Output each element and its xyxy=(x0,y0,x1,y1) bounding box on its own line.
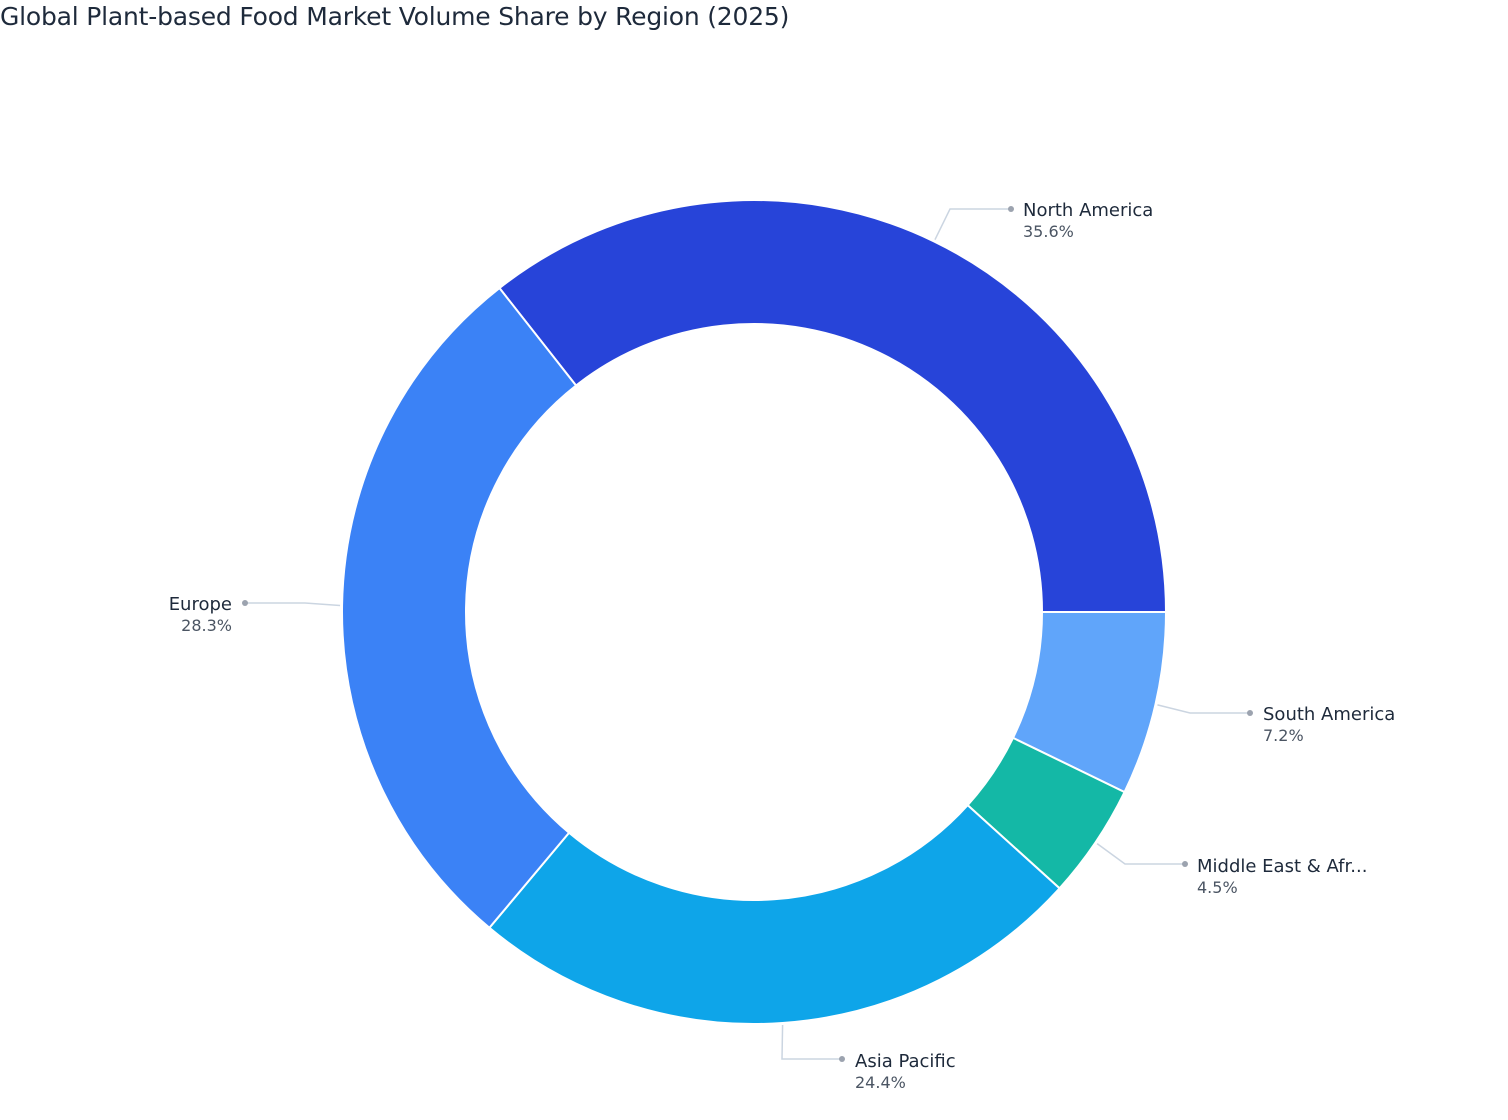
leader-dot xyxy=(1247,710,1253,716)
slice-europe[interactable] xyxy=(341,286,578,930)
leader-line xyxy=(1157,704,1250,714)
leader-dot xyxy=(242,600,248,606)
slice-north-america[interactable] xyxy=(498,199,1168,613)
slice-label-name: South America xyxy=(1263,704,1395,725)
slice-label-value: 4.5% xyxy=(1197,878,1238,897)
leader-line xyxy=(781,1024,842,1060)
leader-dot xyxy=(1008,206,1014,212)
slice-label-name: Europe xyxy=(169,594,232,615)
slice-label-name: Middle East & Afr... xyxy=(1197,856,1367,877)
leader-line xyxy=(245,602,341,607)
slice-asia-pacific[interactable] xyxy=(487,803,1062,1025)
slice-label-value: 24.4% xyxy=(855,1073,906,1092)
leader-dot xyxy=(839,1056,845,1062)
slice-label-value: 28.3% xyxy=(181,616,232,635)
leader-lines xyxy=(242,206,1253,1062)
leader-dot xyxy=(1182,861,1188,867)
slice-label-value: 35.6% xyxy=(1023,222,1074,241)
leader-line xyxy=(1096,843,1185,865)
slice-label-name: Asia Pacific xyxy=(855,1051,956,1072)
slice-label-value: 7.2% xyxy=(1263,726,1304,745)
chart-title: Global Plant-based Food Market Volume Sh… xyxy=(0,2,790,31)
leader-line xyxy=(934,208,1011,240)
slice-label-name: North America xyxy=(1023,200,1153,221)
donut-slices xyxy=(341,199,1168,1025)
